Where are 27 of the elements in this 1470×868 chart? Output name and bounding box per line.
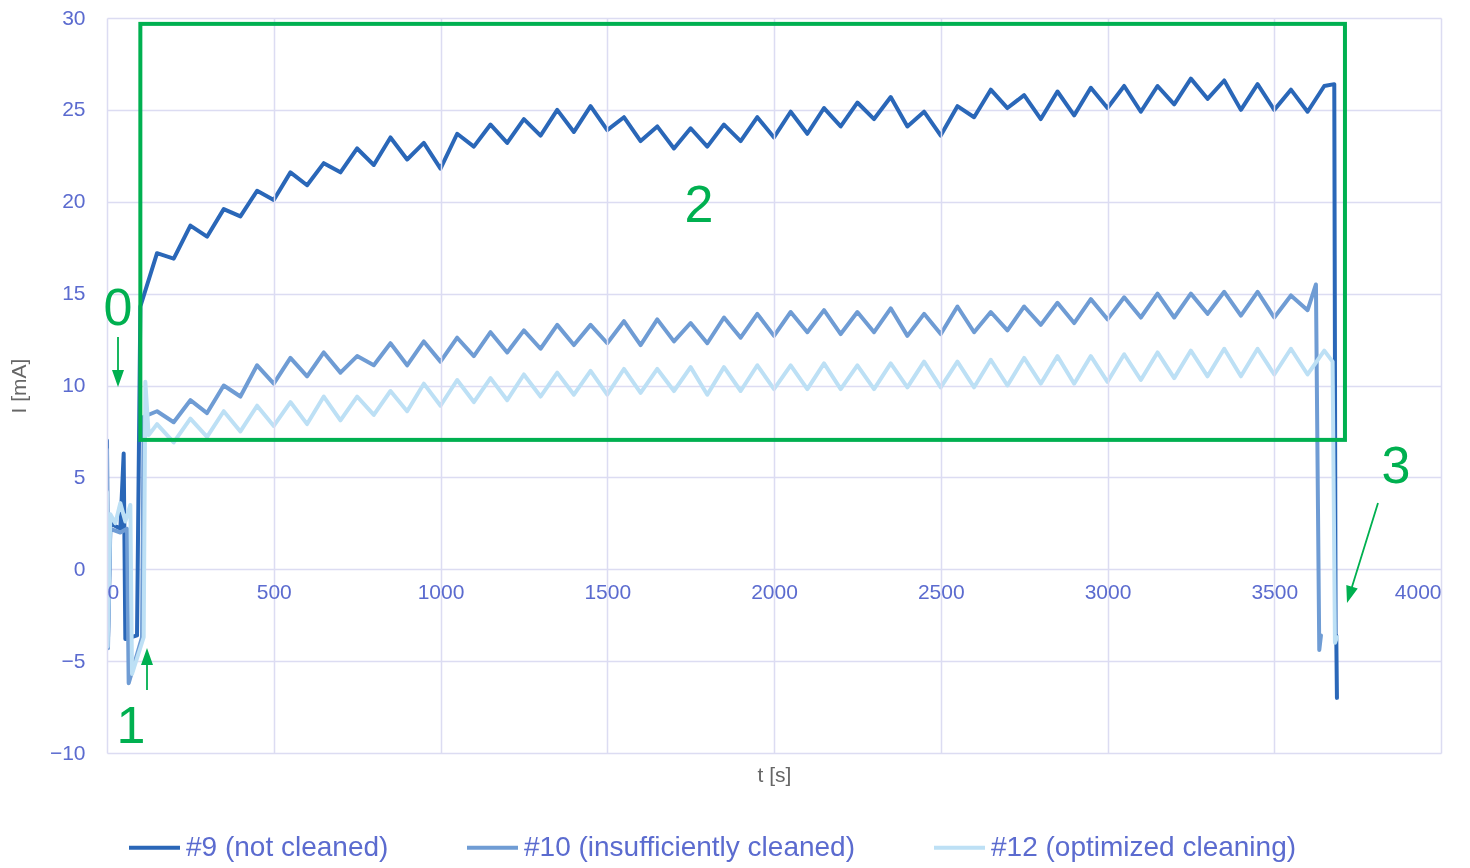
- y-tick-label: −5: [61, 648, 86, 672]
- x-tick-label: 1500: [584, 579, 632, 603]
- y-tick-label: 15: [62, 281, 86, 305]
- x-tick-label: 2500: [917, 579, 965, 603]
- y-tick-label: 25: [62, 97, 86, 121]
- x-tick-label: 2000: [751, 579, 798, 603]
- x-axis-title: t [s]: [757, 762, 792, 786]
- y-tick-label: 5: [73, 464, 86, 488]
- legend-label: #10 (insufficiently cleaned): [524, 830, 856, 862]
- legend-label: #12 (optimized cleaning): [991, 830, 1297, 862]
- annotation: 3: [1381, 436, 1411, 494]
- y-axis-title: I [mA]: [6, 358, 30, 414]
- x-tick-label: 0: [107, 579, 120, 603]
- line-series: [107, 346, 1339, 676]
- x-tick-label: 4000: [1394, 579, 1442, 603]
- y-tick-label: 10: [62, 373, 86, 396]
- y-tick-label: −10: [49, 740, 86, 764]
- x-tick-label: 3500: [1251, 579, 1299, 603]
- y-tick-label: 30: [62, 5, 86, 29]
- legend-label: #9 (not cleaned): [186, 830, 389, 862]
- x-tick-label: 500: [256, 579, 292, 603]
- x-tick-label: 3000: [1084, 579, 1132, 603]
- y-tick-label: 0: [73, 556, 86, 580]
- annotation: 2: [684, 175, 714, 233]
- x-tick-label: 1000: [417, 579, 465, 603]
- annotation: 1: [116, 696, 146, 754]
- y-tick-label: 20: [62, 189, 86, 213]
